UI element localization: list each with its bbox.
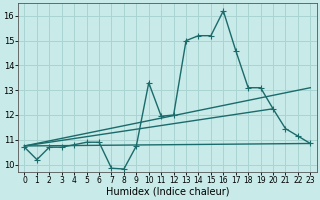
X-axis label: Humidex (Indice chaleur): Humidex (Indice chaleur) [106,187,229,197]
